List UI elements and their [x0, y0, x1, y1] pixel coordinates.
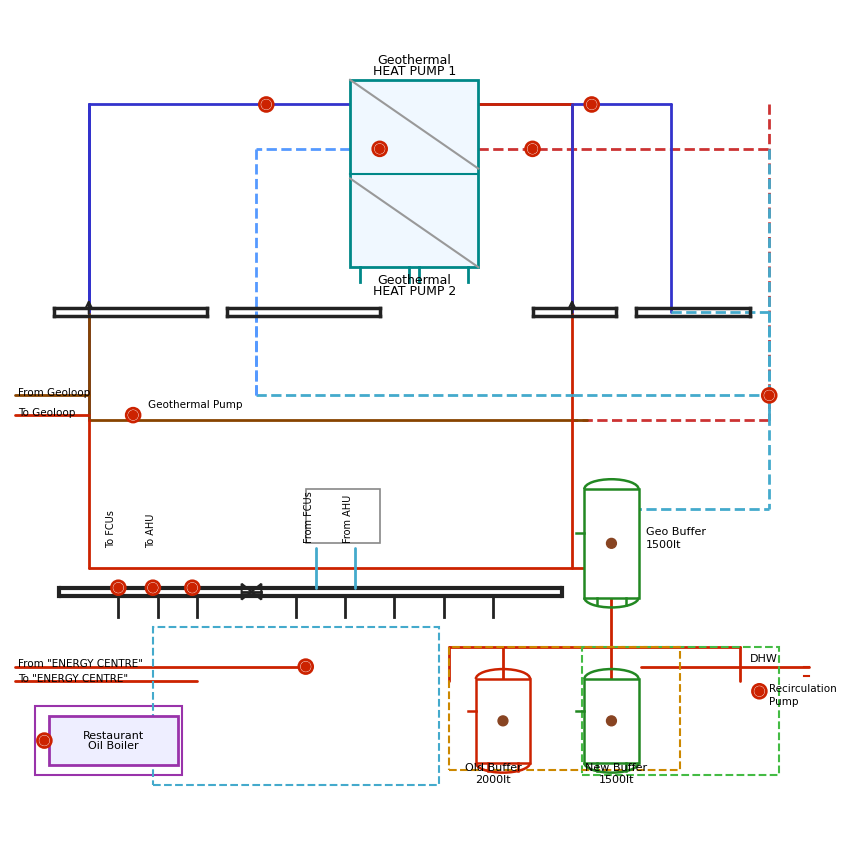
Circle shape: [111, 581, 125, 594]
Bar: [584, 489, 638, 598]
Circle shape: [299, 660, 313, 673]
Circle shape: [762, 389, 776, 402]
Circle shape: [498, 716, 508, 726]
Circle shape: [765, 391, 774, 400]
Circle shape: [128, 411, 138, 419]
Text: 1500lt: 1500lt: [646, 540, 682, 550]
Circle shape: [262, 100, 270, 109]
Text: Geo Buffer: Geo Buffer: [646, 526, 706, 537]
Bar: [306, 489, 380, 543]
Text: New Buffer: New Buffer: [586, 763, 648, 773]
Circle shape: [587, 100, 596, 109]
Bar: [582, 647, 779, 775]
Text: From AHU: From AHU: [343, 495, 353, 543]
Circle shape: [528, 144, 537, 154]
Circle shape: [375, 144, 384, 154]
Circle shape: [259, 98, 273, 111]
Circle shape: [127, 408, 140, 422]
Circle shape: [585, 98, 598, 111]
Text: To "ENERGY CENTRE": To "ENERGY CENTRE": [18, 674, 128, 684]
Text: 1500lt: 1500lt: [598, 775, 634, 785]
Text: Geothermal: Geothermal: [377, 273, 451, 286]
Circle shape: [752, 684, 767, 698]
Circle shape: [146, 581, 160, 594]
Text: From FCUs: From FCUs: [303, 492, 314, 543]
Bar: [584, 679, 638, 762]
Circle shape: [185, 581, 199, 594]
Text: HEAT PUMP 2: HEAT PUMP 2: [372, 285, 456, 298]
Text: To FCUs: To FCUs: [106, 510, 116, 548]
Bar: [49, 716, 178, 765]
Bar: [476, 679, 530, 762]
Text: Recirculation: Recirculation: [769, 684, 837, 694]
Circle shape: [149, 583, 157, 592]
Circle shape: [301, 662, 310, 671]
Circle shape: [607, 716, 616, 726]
Text: To Geoloop: To Geoloop: [18, 408, 75, 419]
Text: Oil Boiler: Oil Boiler: [88, 741, 139, 751]
Text: HEAT PUMP 1: HEAT PUMP 1: [372, 65, 456, 78]
Circle shape: [188, 583, 196, 592]
Circle shape: [607, 538, 616, 548]
Text: Old Buffer: Old Buffer: [465, 763, 522, 773]
Bar: [35, 706, 183, 775]
Text: 2000lt: 2000lt: [475, 775, 511, 785]
Circle shape: [37, 734, 51, 747]
Text: From "ENERGY CENTRE": From "ENERGY CENTRE": [18, 659, 143, 669]
Circle shape: [525, 142, 540, 155]
Text: Pump: Pump: [769, 697, 799, 707]
Bar: [153, 627, 439, 785]
Circle shape: [755, 687, 764, 695]
Bar: [350, 80, 479, 267]
Text: Geothermal: Geothermal: [377, 53, 451, 66]
Text: DHW: DHW: [750, 654, 778, 664]
Circle shape: [114, 583, 122, 592]
Text: Geothermal Pump: Geothermal Pump: [148, 400, 242, 410]
Text: Restaurant: Restaurant: [82, 731, 144, 740]
Circle shape: [40, 736, 48, 745]
Circle shape: [373, 142, 387, 155]
Text: From Geoloop: From Geoloop: [18, 389, 90, 398]
Bar: [449, 647, 681, 770]
Text: To AHU: To AHU: [146, 514, 156, 548]
